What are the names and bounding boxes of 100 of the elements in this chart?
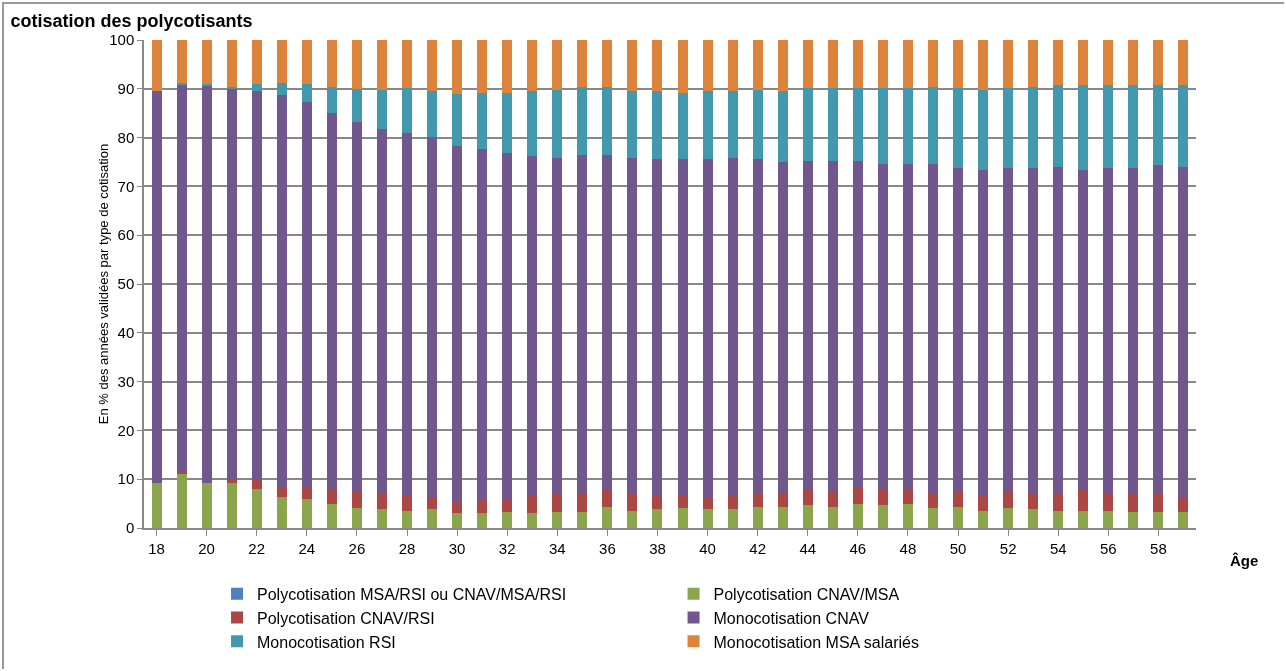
bar <box>702 91 713 159</box>
chart-title: cotisation des polycotisants <box>10 10 253 31</box>
bar <box>577 511 588 528</box>
bar <box>627 40 638 92</box>
bar <box>1103 168 1114 495</box>
bar <box>301 40 312 85</box>
bar <box>577 40 588 88</box>
bar <box>201 483 212 528</box>
y-tick-label: 20 <box>117 421 135 439</box>
bar <box>226 479 237 484</box>
bar <box>552 90 563 158</box>
bar <box>652 91 663 159</box>
bar <box>652 158 663 496</box>
bar <box>727 495 738 510</box>
bar <box>902 489 913 504</box>
bar <box>452 93 463 147</box>
bar <box>1178 166 1189 497</box>
bar <box>802 88 813 161</box>
bar <box>627 157 638 495</box>
bar <box>301 486 312 500</box>
bar <box>953 506 964 528</box>
bar <box>176 473 187 528</box>
bar <box>226 483 237 528</box>
bar <box>452 40 463 94</box>
bar <box>727 157 738 496</box>
bar <box>602 154 613 490</box>
bar <box>1153 85 1164 166</box>
y-tick-label: 10 <box>117 470 135 488</box>
bar <box>151 483 162 528</box>
bar <box>552 511 563 528</box>
bar <box>652 40 663 92</box>
bar <box>602 87 613 155</box>
bar <box>1053 40 1064 86</box>
bar <box>1178 85 1189 167</box>
bar <box>351 121 362 492</box>
bar <box>1053 166 1064 493</box>
bar <box>376 492 387 510</box>
bar <box>1128 168 1139 495</box>
bar <box>827 506 838 528</box>
bar <box>577 494 588 512</box>
bar <box>727 91 738 158</box>
bar <box>552 157 563 495</box>
bar <box>1153 165 1164 493</box>
bar <box>401 132 413 496</box>
bar <box>376 128 387 493</box>
bar <box>927 40 939 87</box>
bar <box>477 513 488 528</box>
bar <box>752 158 763 493</box>
bar <box>877 88 888 165</box>
legend-label: Monocotisation MSA salariés <box>713 633 919 651</box>
bar <box>652 509 663 528</box>
x-tick-label: 54 <box>1049 539 1067 557</box>
x-tick-label: 28 <box>398 539 416 557</box>
bar <box>752 40 763 91</box>
bar <box>176 40 187 83</box>
bar <box>1003 40 1014 89</box>
bar <box>978 510 989 528</box>
bar <box>376 509 387 528</box>
bar <box>1178 496 1189 512</box>
bar <box>502 152 513 500</box>
bar <box>477 498 488 514</box>
bar <box>401 88 413 133</box>
x-tick-label: 22 <box>248 539 266 557</box>
bar <box>702 509 713 528</box>
bar <box>602 40 613 88</box>
bar <box>602 489 613 507</box>
bar <box>677 92 688 159</box>
bar <box>978 170 989 496</box>
bar <box>1078 489 1089 511</box>
bar <box>752 506 763 528</box>
x-axis-title: Âge <box>1230 552 1259 569</box>
bar <box>527 91 538 156</box>
bar <box>802 505 813 528</box>
bar <box>627 510 638 528</box>
bar <box>552 40 563 91</box>
bar <box>251 488 262 528</box>
bar <box>176 82 187 85</box>
y-tick-label: 30 <box>117 372 135 390</box>
bar <box>1053 492 1064 511</box>
bar <box>577 87 588 155</box>
bar <box>877 40 888 89</box>
bar <box>1128 494 1139 512</box>
bar <box>401 510 413 528</box>
bar <box>1128 511 1139 528</box>
x-tick-label: 48 <box>899 539 917 557</box>
bar <box>1178 40 1189 86</box>
bar <box>902 88 913 165</box>
bar <box>276 496 287 528</box>
bar <box>953 491 964 507</box>
bar <box>276 486 287 497</box>
bar <box>351 507 362 528</box>
bar <box>226 40 237 87</box>
bar <box>702 158 713 497</box>
bar <box>953 168 964 492</box>
x-tick-label: 34 <box>548 539 566 557</box>
bar <box>477 92 488 150</box>
bar <box>852 503 863 528</box>
bar <box>427 40 438 92</box>
bar <box>752 90 763 159</box>
bar <box>1053 510 1064 528</box>
